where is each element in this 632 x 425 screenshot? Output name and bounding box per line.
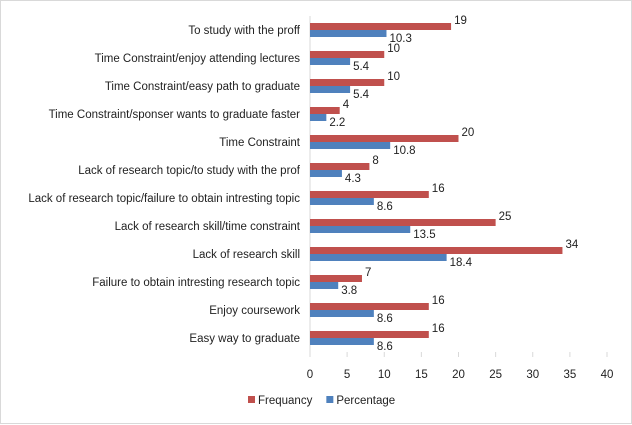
category-label: Lack of research skill	[193, 249, 300, 261]
x-tick-label: 30	[526, 369, 539, 381]
bar-percentage-10	[310, 310, 374, 317]
legend-swatch-percentage	[326, 396, 334, 403]
bar-percentage-2	[310, 86, 351, 93]
bar-frequancy-4	[310, 135, 459, 142]
x-tick-label: 15	[415, 369, 428, 381]
x-tick-label: 40	[601, 369, 614, 381]
bar-percentage-7	[310, 226, 411, 233]
bar-frequancy-8	[310, 247, 563, 254]
data-label-percentage: 5.4	[353, 61, 370, 73]
data-label-frequancy: 20	[462, 127, 475, 139]
category-label: Lack of research topic/to study with the…	[78, 165, 301, 177]
data-label-percentage: 10.8	[393, 145, 415, 157]
category-label: Time Constraint/easy path to graduate	[105, 81, 300, 93]
data-label-percentage: 13.5	[413, 229, 435, 241]
data-label-frequancy: 16	[432, 323, 445, 335]
bar-frequancy-6	[310, 191, 429, 198]
category-label: Time Constraint/sponser wants to graduat…	[49, 109, 301, 121]
legend-label-percentage: Percentage	[336, 395, 395, 407]
bar-frequancy-9	[310, 275, 362, 282]
x-tick-label: 5	[344, 369, 350, 381]
data-label-percentage: 3.8	[341, 285, 357, 297]
data-label-percentage: 8.6	[377, 341, 393, 353]
data-label-percentage: 10.3	[389, 33, 411, 45]
data-label-percentage: 8.6	[377, 201, 393, 213]
bar-frequancy-5	[310, 163, 370, 170]
legend-label-frequancy: Frequancy	[258, 395, 313, 407]
category-label: Lack of research skill/time constraint	[115, 221, 301, 233]
data-label-frequancy: 16	[432, 295, 445, 307]
bar-percentage-5	[310, 170, 342, 177]
bar-frequancy-1	[310, 51, 385, 58]
bar-percentage-1	[310, 58, 351, 65]
bar-frequancy-3	[310, 107, 340, 114]
data-label-percentage: 8.6	[377, 313, 393, 325]
bar-percentage-11	[310, 338, 374, 345]
x-tick-label: 25	[489, 369, 502, 381]
bar-percentage-8	[310, 254, 447, 261]
x-tick-label: 20	[452, 369, 465, 381]
bar-percentage-9	[310, 282, 339, 289]
data-label-percentage: 18.4	[450, 257, 473, 269]
category-label: Easy way to graduate	[189, 333, 300, 345]
bar-frequancy-11	[310, 331, 429, 338]
x-tick-label: 0	[307, 369, 313, 381]
category-label: To study with the proff	[188, 25, 300, 37]
category-label: Time Constraint/enjoy attending lectures	[95, 53, 301, 65]
data-label-frequancy: 16	[432, 183, 445, 195]
x-tick-label: 10	[378, 369, 391, 381]
data-label-frequancy: 19	[454, 15, 467, 27]
data-label-percentage: 2.2	[329, 117, 345, 129]
bar-frequancy-10	[310, 303, 429, 310]
bar-percentage-3	[310, 114, 327, 121]
bar-percentage-4	[310, 142, 391, 149]
category-label: Lack of research topic/failure to obtain…	[28, 193, 300, 205]
bar-frequancy-2	[310, 79, 385, 86]
data-label-percentage: 4.3	[345, 173, 361, 185]
category-label: Failure to obtain intresting research to…	[92, 277, 300, 289]
data-label-frequancy: 4	[343, 99, 350, 111]
data-label-frequancy: 7	[365, 267, 371, 279]
bar-frequancy-7	[310, 219, 496, 226]
data-label-frequancy: 34	[565, 239, 578, 251]
category-label: Enjoy coursework	[209, 305, 300, 317]
data-label-frequancy: 10	[387, 71, 400, 83]
legend-swatch-frequancy	[248, 396, 255, 403]
category-label: Time Constraint	[219, 137, 301, 149]
data-label-frequancy: 25	[499, 211, 512, 223]
data-label-frequancy: 8	[372, 155, 378, 167]
x-tick-label: 35	[563, 369, 576, 381]
bar-percentage-0	[310, 30, 387, 37]
bar-percentage-6	[310, 198, 374, 205]
data-label-percentage: 5.4	[353, 89, 370, 101]
bar-frequancy-0	[310, 23, 452, 30]
data-label-frequancy: 10	[387, 43, 400, 55]
